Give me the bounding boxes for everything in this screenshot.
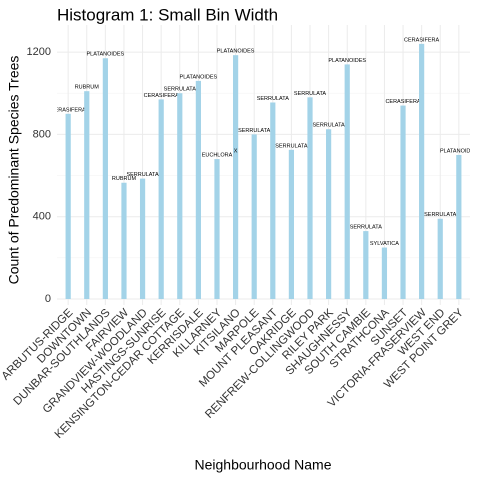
bar: [195, 80, 201, 299]
bar: [251, 134, 257, 299]
bar-label: PLATANOIDES: [217, 49, 255, 55]
bar: [158, 99, 164, 300]
bar: [288, 149, 295, 299]
bar: [270, 102, 276, 299]
bar: [139, 178, 146, 299]
x-axis-title: Neighbourhood Name: [195, 457, 332, 473]
bar: [400, 105, 406, 299]
bar-label: PLATANOIDES: [87, 52, 125, 58]
y-tick-label: 0: [45, 293, 51, 305]
bar-label: SERRULATA: [313, 123, 346, 129]
bar: [456, 154, 462, 299]
bar-label: CERASIFERA: [404, 37, 439, 43]
bar-label: PLATANOIDES: [180, 74, 218, 80]
bar: [65, 113, 71, 299]
bar: [232, 55, 239, 300]
bar: [121, 182, 127, 299]
bar: [437, 218, 443, 299]
bar-label: SYLVATICA: [370, 241, 399, 247]
bar-label: RUBRUM: [75, 85, 100, 91]
bar-label: SERRULATA: [164, 87, 197, 93]
bar-label: CERASIFERA: [144, 93, 179, 99]
plot-panel: CERASIFERARUBRUMPLATANOIDESRUBRUMSERRULA…: [51, 25, 478, 305]
y-tick-label: 400: [33, 211, 51, 223]
extra-label: X: [234, 148, 238, 154]
bar: [381, 247, 388, 299]
bar: [214, 159, 220, 299]
bar-label: SERRULATA: [257, 96, 290, 102]
y-tick-label: 800: [33, 128, 51, 140]
bar-label: SERRULATA: [238, 128, 271, 134]
chart-title: Histogram 1: Small Bin Width: [57, 5, 278, 24]
bar: [419, 43, 425, 299]
bar-label: PLATANOIDES: [328, 58, 366, 64]
bar-label: SERRULATA: [424, 212, 457, 218]
bar: [102, 58, 108, 299]
bar-label: SERRULATA: [126, 172, 159, 178]
y-tick-label: 1200: [27, 46, 51, 58]
bar: [84, 91, 90, 299]
bar: [307, 97, 313, 299]
bar-label: RUBRUM: [112, 176, 137, 182]
bar: [177, 93, 183, 299]
bar-label: SERRULATA: [350, 225, 383, 231]
y-axis-title: Count of Predominant Species Trees: [6, 56, 22, 285]
bar: [344, 64, 350, 299]
bar-label: CERASIFERA: [385, 99, 420, 105]
bar-label: PLATANOIDES: [440, 148, 478, 154]
bar-label: SERRULATA: [294, 91, 327, 97]
bar-label: CERASIFERA: [51, 107, 86, 113]
bar-label: SERRULATA: [275, 143, 308, 149]
bar: [363, 231, 369, 299]
bar-label: EUCHLORA: [202, 153, 233, 159]
bar: [326, 129, 332, 299]
